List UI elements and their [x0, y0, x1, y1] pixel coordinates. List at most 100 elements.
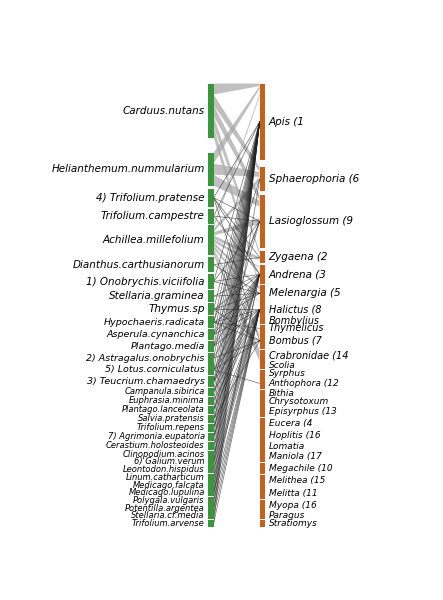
- Polygon shape: [214, 127, 260, 287]
- Bar: [260, 285, 265, 302]
- Text: Paragus: Paragus: [268, 511, 305, 520]
- Text: 3) Teucrium.chamaedrys: 3) Teucrium.chamaedrys: [87, 377, 205, 386]
- Text: Helianthemum.nummularium: Helianthemum.nummularium: [51, 164, 205, 174]
- Text: 1) Onobrychis.viciifolia: 1) Onobrychis.viciifolia: [86, 277, 205, 287]
- Bar: [208, 451, 214, 458]
- Polygon shape: [214, 177, 260, 232]
- Bar: [208, 442, 214, 450]
- Bar: [260, 83, 265, 160]
- Bar: [208, 512, 214, 520]
- Bar: [260, 302, 265, 317]
- Text: Crabronidae (14: Crabronidae (14: [268, 350, 348, 361]
- Bar: [208, 364, 214, 375]
- Bar: [208, 489, 214, 496]
- Text: Bithia: Bithia: [268, 389, 295, 398]
- Text: 2) Astragalus.onobrychis: 2) Astragalus.onobrychis: [86, 353, 205, 362]
- Polygon shape: [214, 252, 260, 362]
- Bar: [208, 474, 214, 481]
- Text: Achillea.millefolium: Achillea.millefolium: [103, 235, 205, 245]
- Text: Medicago.falcata: Medicago.falcata: [133, 481, 205, 490]
- Text: Maniola (17: Maniola (17: [268, 452, 322, 461]
- Bar: [260, 195, 265, 248]
- Text: Myopa (16: Myopa (16: [268, 501, 316, 510]
- Text: Salvia.pratensis: Salvia.pratensis: [138, 415, 205, 424]
- Text: Bombus (7: Bombus (7: [268, 336, 322, 346]
- Bar: [208, 341, 214, 352]
- Bar: [260, 377, 265, 389]
- Bar: [260, 265, 265, 284]
- Bar: [260, 167, 265, 191]
- Text: Campanula.sibirica: Campanula.sibirica: [124, 387, 205, 396]
- Bar: [260, 397, 265, 404]
- Text: Bombylius: Bombylius: [268, 316, 319, 326]
- Text: Lasioglossum (9: Lasioglossum (9: [268, 216, 353, 226]
- Text: Medicago.lupulina: Medicago.lupulina: [128, 488, 205, 497]
- Bar: [260, 362, 265, 369]
- Polygon shape: [214, 164, 260, 177]
- Bar: [260, 317, 265, 325]
- Bar: [208, 304, 214, 316]
- Text: Zygaena (2: Zygaena (2: [268, 253, 328, 262]
- Bar: [208, 353, 214, 364]
- Polygon shape: [214, 249, 260, 337]
- Polygon shape: [214, 245, 260, 303]
- Bar: [260, 475, 265, 487]
- Text: Scolia: Scolia: [268, 361, 295, 370]
- Bar: [260, 430, 265, 442]
- Text: Euphrasia.minima: Euphrasia.minima: [129, 396, 205, 405]
- Bar: [208, 329, 214, 340]
- Text: Thymelicus: Thymelicus: [268, 323, 324, 334]
- Text: Carduus.nutans: Carduus.nutans: [123, 106, 205, 116]
- Bar: [208, 274, 214, 289]
- Text: Trifolium.arvense: Trifolium.arvense: [132, 519, 205, 528]
- Bar: [260, 405, 265, 417]
- Text: Clinopodium.acinos: Clinopodium.acinos: [123, 450, 205, 459]
- Text: Stratiomys: Stratiomys: [268, 519, 318, 528]
- Text: Leontodon.hispidus: Leontodon.hispidus: [123, 465, 205, 474]
- Text: Trifolium.repens: Trifolium.repens: [137, 424, 205, 433]
- Bar: [208, 424, 214, 432]
- Text: Eucera (4: Eucera (4: [268, 419, 312, 428]
- Text: Melitta (11: Melitta (11: [268, 489, 317, 498]
- Text: Asperula.cynanchica: Asperula.cynanchica: [106, 330, 205, 339]
- Bar: [208, 397, 214, 405]
- Polygon shape: [214, 175, 260, 206]
- Text: Stellaria.graminea: Stellaria.graminea: [109, 291, 205, 301]
- Bar: [208, 466, 214, 473]
- Text: Apis (1: Apis (1: [268, 117, 304, 127]
- Bar: [208, 505, 214, 512]
- Text: 7) Agrimonia.eupatoria: 7) Agrimonia.eupatoria: [108, 433, 205, 442]
- Bar: [208, 497, 214, 504]
- Bar: [208, 376, 214, 387]
- Text: Megachile (10: Megachile (10: [268, 464, 332, 473]
- Bar: [260, 251, 265, 263]
- Bar: [260, 500, 265, 512]
- Text: Melenargia (5: Melenargia (5: [268, 288, 340, 298]
- Text: Hypochaeris.radicata: Hypochaeris.radicata: [104, 318, 205, 327]
- Text: Episyrphus (13: Episyrphus (13: [268, 407, 336, 416]
- Text: Potentilla.argentea: Potentilla.argentea: [125, 503, 205, 512]
- Bar: [208, 209, 214, 224]
- Text: Stellaria.cf.media: Stellaria.cf.media: [131, 511, 205, 520]
- Text: Anthophora (12: Anthophora (12: [268, 379, 339, 388]
- Bar: [208, 226, 214, 256]
- Bar: [208, 83, 214, 137]
- Bar: [208, 388, 214, 396]
- Bar: [260, 520, 265, 527]
- Text: Thymus.sp: Thymus.sp: [148, 304, 205, 314]
- Bar: [208, 152, 214, 185]
- Bar: [208, 290, 214, 302]
- Polygon shape: [214, 86, 260, 164]
- Bar: [208, 257, 214, 272]
- Bar: [260, 442, 265, 449]
- Polygon shape: [214, 83, 260, 94]
- Polygon shape: [214, 242, 260, 290]
- Bar: [208, 458, 214, 466]
- Text: Polygala.vulgaris: Polygala.vulgaris: [133, 496, 205, 505]
- Text: Linum.catharticum: Linum.catharticum: [126, 473, 205, 482]
- Text: 5) Lotus.corniculatus: 5) Lotus.corniculatus: [105, 365, 205, 374]
- Text: Lomatia: Lomatia: [268, 442, 305, 451]
- Bar: [260, 370, 265, 377]
- Text: Cerastium.holosteoides: Cerastium.holosteoides: [106, 442, 205, 451]
- Bar: [208, 188, 214, 207]
